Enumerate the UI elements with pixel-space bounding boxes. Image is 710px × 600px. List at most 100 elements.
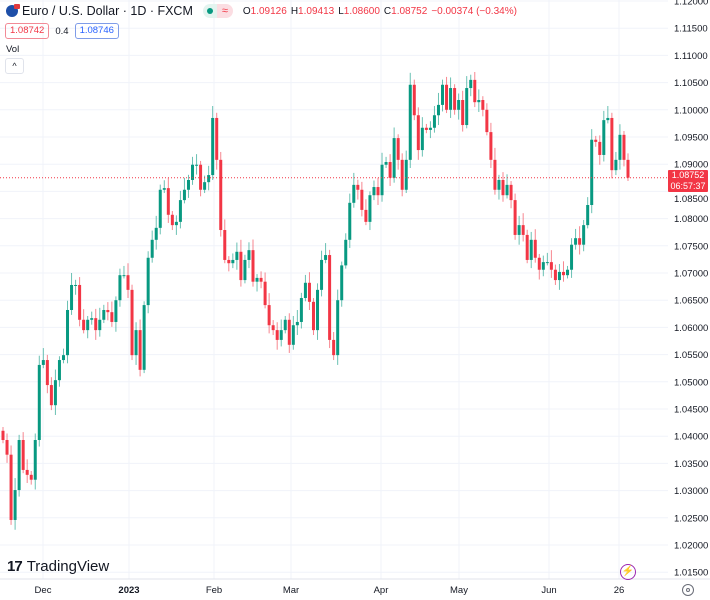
time-axis[interactable]: Dec 2023 Feb Mar Apr May Jun 26 [35, 585, 625, 596]
candle-body [259, 277, 263, 282]
candle-body [295, 321, 299, 326]
candle-body [493, 159, 497, 190]
candle-body [557, 271, 561, 281]
price-tick-label: 1.08000 [674, 214, 708, 225]
candle-body [582, 225, 586, 245]
candle-body [122, 275, 126, 277]
candle-body [146, 257, 150, 306]
candle [509, 181, 513, 209]
candle-body [291, 325, 295, 345]
price-tick-label: 1.05500 [674, 350, 708, 361]
candle [53, 369, 57, 415]
candle-body [182, 189, 186, 201]
candle [66, 300, 70, 364]
candle [553, 264, 557, 285]
time-tick-label: 26 [614, 585, 625, 596]
candle-body [174, 221, 178, 226]
candle [146, 251, 150, 314]
buy-button[interactable]: 1.08746 [74, 23, 119, 39]
candle [303, 274, 307, 302]
time-tick-label: Dec [35, 585, 52, 596]
candle [231, 253, 235, 269]
candle-body [21, 440, 25, 470]
sell-button[interactable]: 1.08742 [5, 23, 50, 39]
candle-body [33, 440, 37, 480]
gear-icon[interactable] [682, 584, 694, 596]
candle-body [227, 259, 231, 264]
ohlc-value: 1.09413 [298, 5, 335, 17]
candle [227, 256, 231, 272]
candle-body [553, 269, 557, 281]
candle-body [481, 100, 485, 110]
candle-body [162, 188, 166, 190]
candle [622, 131, 626, 167]
candle [436, 92, 440, 126]
candle-body [114, 300, 118, 322]
candle [557, 264, 561, 290]
candle-body [586, 205, 590, 226]
candle [271, 320, 275, 336]
candle-body [267, 305, 271, 326]
candle [324, 243, 328, 264]
candle [191, 156, 195, 185]
price-tick-label: 1.07500 [674, 241, 708, 252]
candle-body [45, 360, 49, 386]
candle-body [207, 175, 211, 183]
time-tick-label: Mar [283, 585, 299, 596]
ohlc-key: H [290, 5, 299, 17]
candle [1, 426, 5, 444]
candle-body [505, 184, 509, 196]
candle [380, 152, 384, 202]
candle [86, 315, 90, 339]
ohlc-values: O1.09126 H1.09413 L1.08600 C1.08752 −0.00374… [243, 6, 521, 17]
candle [57, 356, 61, 387]
candle [275, 322, 279, 350]
candle [505, 174, 509, 199]
candle-body [344, 239, 348, 266]
ohlc-key: O [242, 5, 251, 17]
candle [388, 154, 392, 186]
candle-body [191, 164, 195, 180]
market-status[interactable]: ≈ [202, 4, 233, 18]
candle-body [251, 250, 255, 282]
last-price-label: 1.08752 06:57:37 [668, 170, 708, 192]
candle [186, 174, 190, 198]
candle-body [118, 275, 122, 301]
candle [9, 445, 13, 525]
time-tick-label: Apr [374, 585, 389, 596]
candle [384, 156, 388, 169]
ohlc-value: −0.00374 (−0.34%) [431, 5, 517, 17]
eur-usd-flag-icon [6, 4, 20, 17]
lightning-icon[interactable]: ⚡ [620, 564, 636, 580]
candle-body [158, 189, 162, 228]
candle [283, 315, 287, 334]
time-tick-label: May [450, 585, 468, 596]
candle-body [574, 238, 578, 245]
candle [533, 229, 537, 263]
tradingview-logo[interactable]: 17 TradingView [7, 558, 109, 575]
candle-body [424, 127, 428, 130]
price-tick-label: 1.06500 [674, 296, 708, 307]
candle [481, 96, 485, 117]
candle-body [29, 474, 33, 480]
candle-body [86, 319, 90, 331]
candle [348, 193, 352, 248]
chevron-up-icon[interactable]: ^ [5, 58, 24, 74]
candle-body [142, 305, 146, 370]
candle-body [545, 262, 549, 264]
candle-body [384, 162, 388, 165]
candle-body [231, 259, 235, 264]
candle [396, 134, 400, 170]
volume-indicator-label[interactable]: Vol [6, 44, 20, 55]
price-tick-label: 1.10500 [674, 78, 708, 89]
candle [311, 298, 315, 336]
candle [45, 354, 49, 394]
symbol-title[interactable]: Euro / U.S. Dollar · 1D · FXCM [22, 4, 193, 18]
price-axis[interactable]: 1.12000 1.11500 1.11000 1.10500 1.10000 1.095… [674, 0, 708, 579]
candle-body [457, 100, 461, 110]
candle-body [247, 250, 251, 260]
price-tick-label: 1.05000 [674, 377, 708, 388]
candle-body [311, 301, 315, 331]
candle [130, 284, 134, 361]
